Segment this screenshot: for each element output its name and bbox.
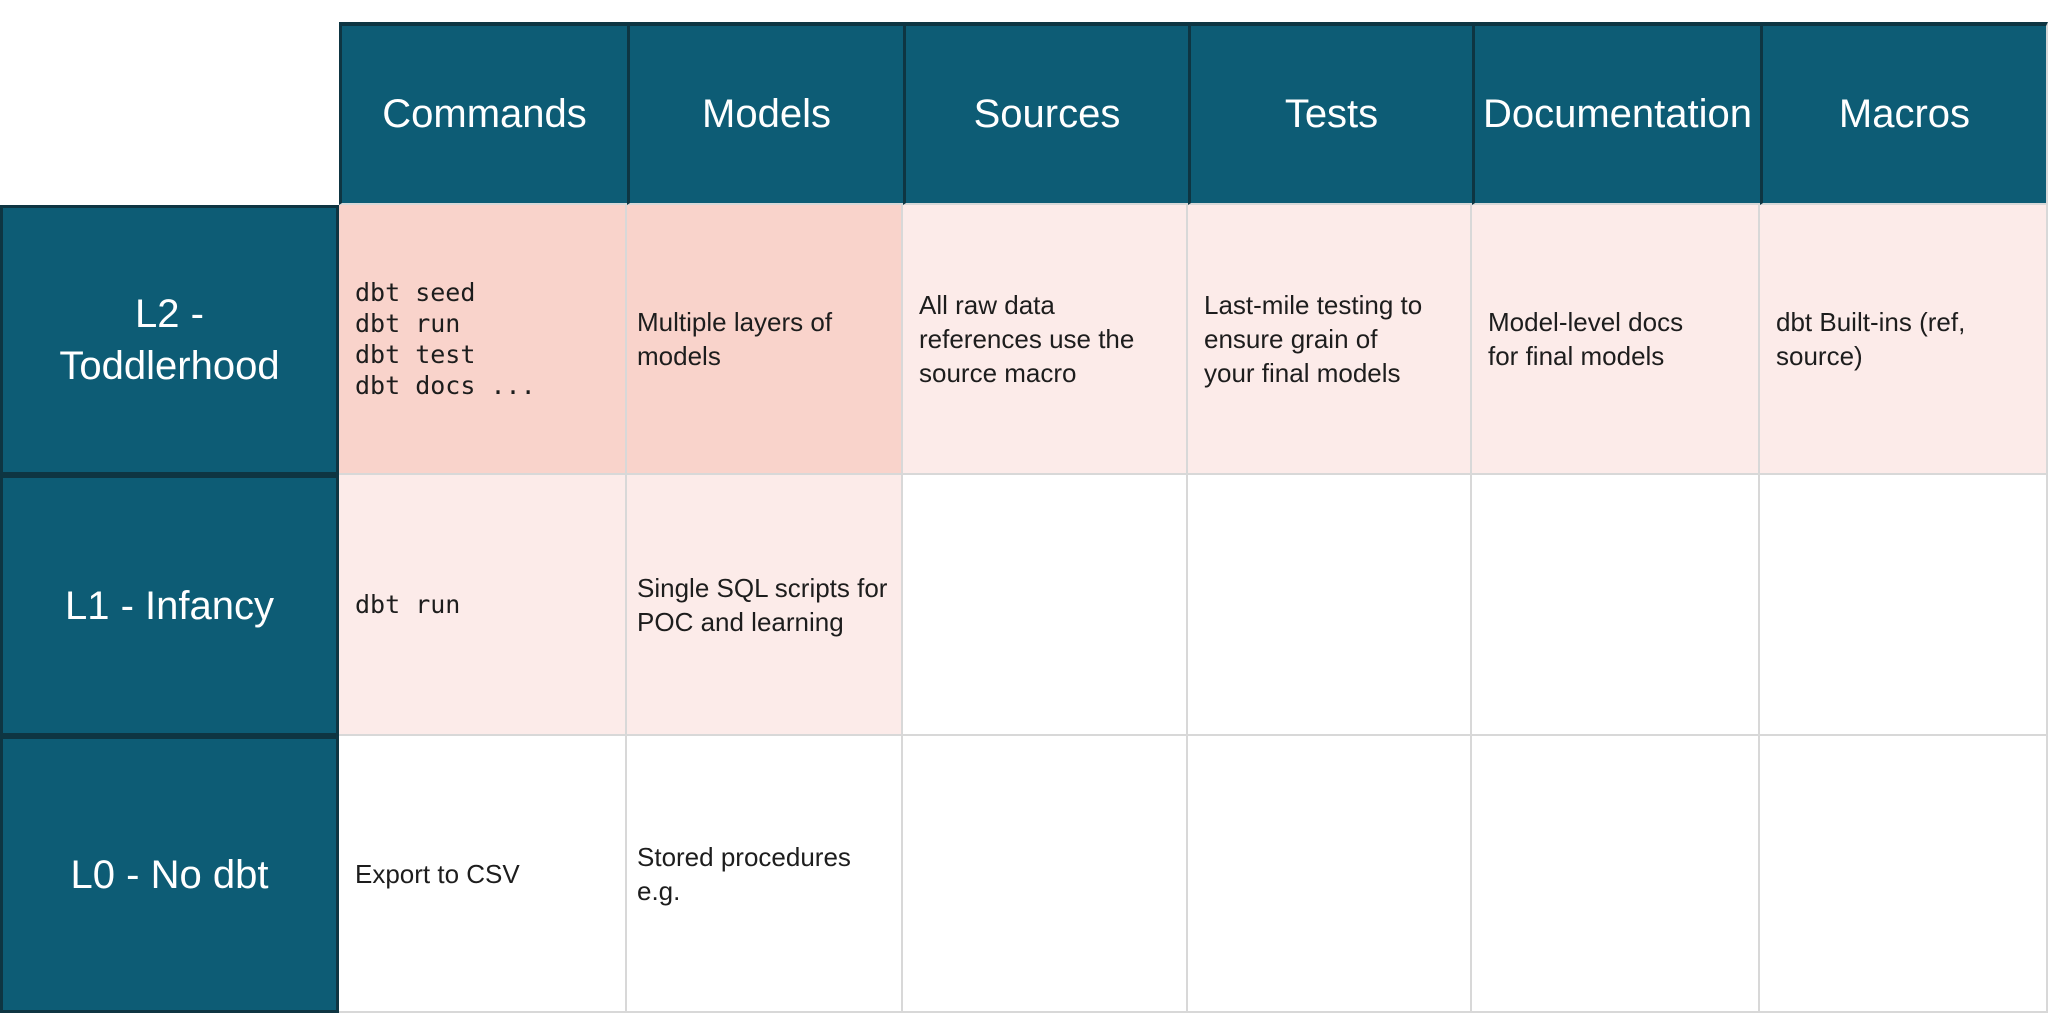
column-header-label: Commands: [382, 92, 587, 136]
cell-l0-documentation-empty: [1472, 736, 1760, 1013]
cell-text-line: dbt run: [355, 590, 461, 619]
row-header-l0-no-dbt: L0 - No dbt: [0, 736, 339, 1013]
cell-text-line: dbt test: [355, 340, 476, 369]
cell-text: Last-mile testing to ensure grain of you…: [1204, 288, 1458, 390]
column-header-macros: Macros: [1760, 22, 2048, 205]
cell-text-line: ensure grain of: [1204, 324, 1378, 354]
cell-text-line: Export to CSV: [355, 858, 520, 889]
cell-text-line: models: [637, 341, 721, 371]
column-header-label: Macros: [1838, 92, 1971, 136]
cell-l1-commands: dbt run: [339, 475, 627, 736]
row-header-label: L0 - No dbt: [70, 852, 269, 897]
cell-text-line: Single SQL scripts for: [637, 572, 888, 603]
row-header-label: L2 - Toddlerhood: [59, 292, 280, 388]
column-header-commands: Commands: [339, 22, 627, 205]
cell-l2-tests: Last-mile testing to ensure grain of you…: [1188, 205, 1472, 475]
cell-text-line: source macro: [919, 358, 1077, 388]
cell-text-line: Stored procedures: [637, 841, 851, 872]
cell-l1-documentation-empty: [1472, 475, 1760, 736]
cell-l0-macros-empty: [1760, 736, 2048, 1013]
cell-text-line: dbt Built-ins (ref,: [1776, 307, 1966, 337]
cell-l2-macros: dbt Built-ins (ref, source): [1760, 205, 2048, 475]
cell-text-line: Model-level docs: [1488, 307, 1684, 337]
cell-text: Multiple layers of models: [637, 305, 889, 373]
column-header-documentation: Documentation: [1472, 22, 1760, 205]
cell-l1-macros-empty: [1760, 475, 2048, 736]
column-header-sources: Sources: [903, 22, 1188, 205]
cell-text: All raw data references use the source m…: [919, 288, 1174, 390]
corner-cell: [0, 22, 339, 205]
cell-text-line: your final models: [1204, 358, 1401, 388]
cell-text: Export to CSV: [355, 857, 613, 891]
cell-text-line: for final models: [1488, 341, 1665, 371]
cell-text-line: Last-mile testing to: [1204, 290, 1423, 320]
cell-l1-models: Single SQL scripts for POC and learning: [627, 475, 903, 736]
cell-text-line: POC and learning: [637, 606, 844, 637]
column-header-label: Sources: [973, 92, 1121, 136]
cell-text: dbt Built-ins (ref, source): [1776, 305, 2034, 373]
cell-l2-commands: dbt seed dbt run dbt test dbt docs ...: [339, 205, 627, 475]
cell-l0-tests-empty: [1188, 736, 1472, 1013]
cell-text: Stored procedures e.g.: [637, 840, 889, 908]
cell-text-line: dbt docs ...: [355, 371, 536, 400]
cell-l2-documentation: Model-level docs for final models: [1472, 205, 1760, 475]
column-header-tests: Tests: [1188, 22, 1472, 205]
column-header-label: Documentation: [1482, 92, 1753, 136]
row-header-l2-toddlerhood: L2 - Toddlerhood: [0, 205, 339, 475]
cell-text: dbt run: [355, 589, 613, 620]
cell-text-line: e.g.: [637, 875, 681, 906]
cell-text-line: dbt seed: [355, 278, 476, 307]
cell-l0-models: Stored procedures e.g.: [627, 736, 903, 1013]
cell-text-line: source): [1776, 341, 1863, 371]
cell-l2-sources: All raw data references use the source m…: [903, 205, 1188, 475]
cell-text-line: Multiple layers of: [637, 307, 833, 337]
cell-l1-sources-empty: [903, 475, 1188, 736]
cell-text: Single SQL scripts for POC and learning: [637, 571, 889, 639]
row-header-l1-infancy: L1 - Infancy: [0, 475, 339, 736]
cell-l0-sources-empty: [903, 736, 1188, 1013]
cell-text-line: dbt run: [355, 309, 461, 338]
dbt-maturity-matrix-table: Commands Models Sources Tests Documentat…: [0, 22, 2048, 1013]
cell-text: dbt seed dbt run dbt test dbt docs ...: [355, 277, 613, 401]
cell-text: Model-level docs for final models: [1488, 305, 1746, 373]
column-header-label: Tests: [1284, 92, 1379, 136]
row-header-label: L1 - Infancy: [64, 583, 274, 628]
cell-l2-models: Multiple layers of models: [627, 205, 903, 475]
cell-l1-tests-empty: [1188, 475, 1472, 736]
cell-text-line: All raw data: [919, 290, 1055, 320]
column-header-models: Models: [627, 22, 903, 205]
cell-text-line: references use the: [919, 324, 1135, 354]
cell-l0-commands: Export to CSV: [339, 736, 627, 1013]
column-header-label: Models: [702, 92, 831, 136]
